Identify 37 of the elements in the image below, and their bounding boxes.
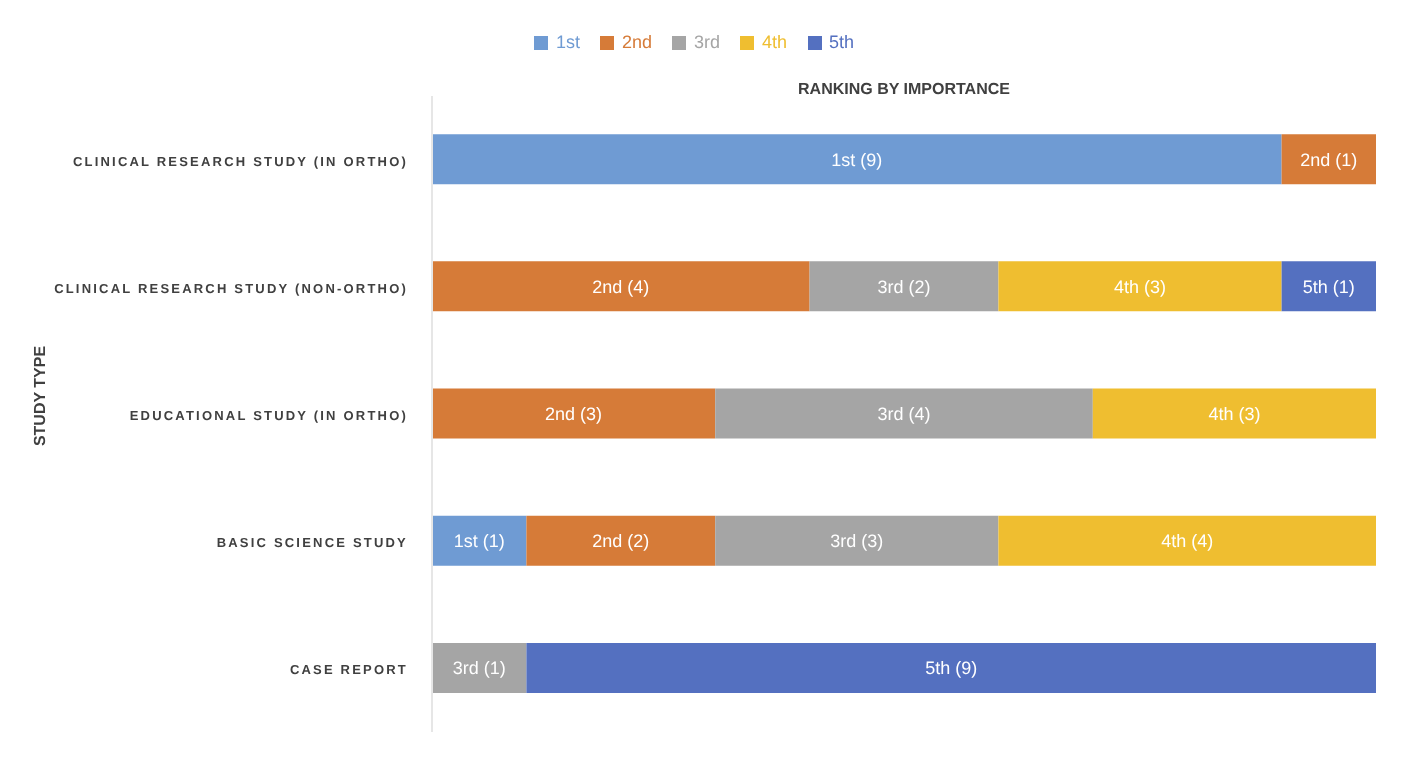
data-label: 5th (9) bbox=[925, 658, 978, 679]
bar bbox=[1092, 388, 1376, 439]
data-label: 3rd (4) bbox=[877, 403, 931, 424]
bar bbox=[715, 515, 999, 566]
data-label: 3rd (1) bbox=[452, 658, 506, 679]
bar bbox=[1281, 261, 1376, 312]
bar bbox=[432, 261, 810, 312]
data-label: 2nd (1) bbox=[1300, 149, 1358, 170]
bar bbox=[432, 642, 527, 693]
data-label: 2nd (3) bbox=[545, 403, 603, 424]
data-label: 4th (3) bbox=[1208, 403, 1261, 424]
data-label: 2nd (4) bbox=[592, 276, 650, 297]
data-label: 3rd (3) bbox=[830, 531, 884, 552]
legend-label: 3rd bbox=[694, 32, 721, 52]
x-axis-title: RANKING BY IMPORTANCE bbox=[796, 80, 1012, 98]
data-label: 1st (1) bbox=[453, 531, 505, 552]
bar bbox=[432, 134, 1282, 185]
bar bbox=[809, 261, 999, 312]
bar bbox=[432, 515, 527, 566]
bar bbox=[432, 388, 716, 439]
data-label: 4th (3) bbox=[1113, 276, 1167, 297]
bar bbox=[526, 515, 716, 566]
data-label: 4th (4) bbox=[1161, 531, 1214, 552]
bar bbox=[998, 261, 1282, 312]
bar bbox=[1281, 134, 1376, 185]
legend-label: 5th bbox=[829, 32, 855, 52]
legend-label: 1st bbox=[555, 32, 580, 52]
bar bbox=[998, 515, 1376, 566]
bar bbox=[526, 642, 1376, 693]
data-label: 5th (1) bbox=[1302, 276, 1355, 297]
y-axis-title: STUDY TYPE bbox=[31, 345, 49, 447]
bar bbox=[715, 388, 1093, 439]
data-label: 3rd (2) bbox=[877, 276, 931, 297]
legend-label: 4th bbox=[762, 32, 788, 52]
legend-label: 2nd bbox=[621, 32, 652, 52]
data-label: 2nd (2) bbox=[592, 531, 650, 552]
data-label: 1st (9) bbox=[831, 149, 883, 170]
